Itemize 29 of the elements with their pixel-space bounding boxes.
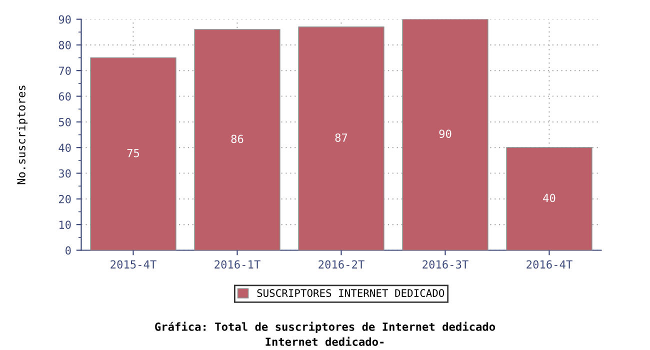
bar	[402, 19, 488, 250]
y-tick-label: 60	[58, 92, 71, 101]
bar	[298, 26, 384, 250]
y-tick-label: 80	[58, 40, 71, 50]
x-tick-label: 2016-4T	[526, 260, 572, 269]
y-tick-label: 10	[59, 220, 71, 229]
y-axis-title: No.suscriptores	[16, 86, 28, 184]
data-label: 86	[231, 134, 244, 144]
y-tick-label: 50	[58, 118, 71, 126]
y-tick-label: 70	[58, 66, 71, 75]
y-tick-label: 40	[58, 144, 71, 152]
data-label: 90	[439, 130, 452, 138]
data-label: 87	[335, 133, 348, 142]
bar	[90, 57, 176, 250]
bar	[506, 147, 592, 250]
x-tick-label: 2016-1T	[214, 260, 260, 269]
x-tick-label: 2016-3T	[422, 260, 468, 269]
bar	[194, 29, 280, 250]
text: Internet dedicado-	[266, 336, 384, 346]
x-tick-label: 2015-4T	[110, 260, 156, 269]
x-tick-label: 2016-2T	[318, 260, 364, 269]
data-label: 40	[543, 194, 556, 202]
y-tick-label: 90	[58, 15, 71, 24]
y-tick-label: 30	[58, 169, 71, 178]
y-tick-label: 0	[66, 246, 71, 255]
data-label: 75	[127, 148, 140, 158]
text: Gráfica: Total de suscriptores de Internet dedicado	[155, 322, 496, 334]
y-tick-label: 20	[58, 194, 71, 204]
legend-label: SUSCRIPTORES INTERNET DEDICADO	[257, 289, 444, 297]
